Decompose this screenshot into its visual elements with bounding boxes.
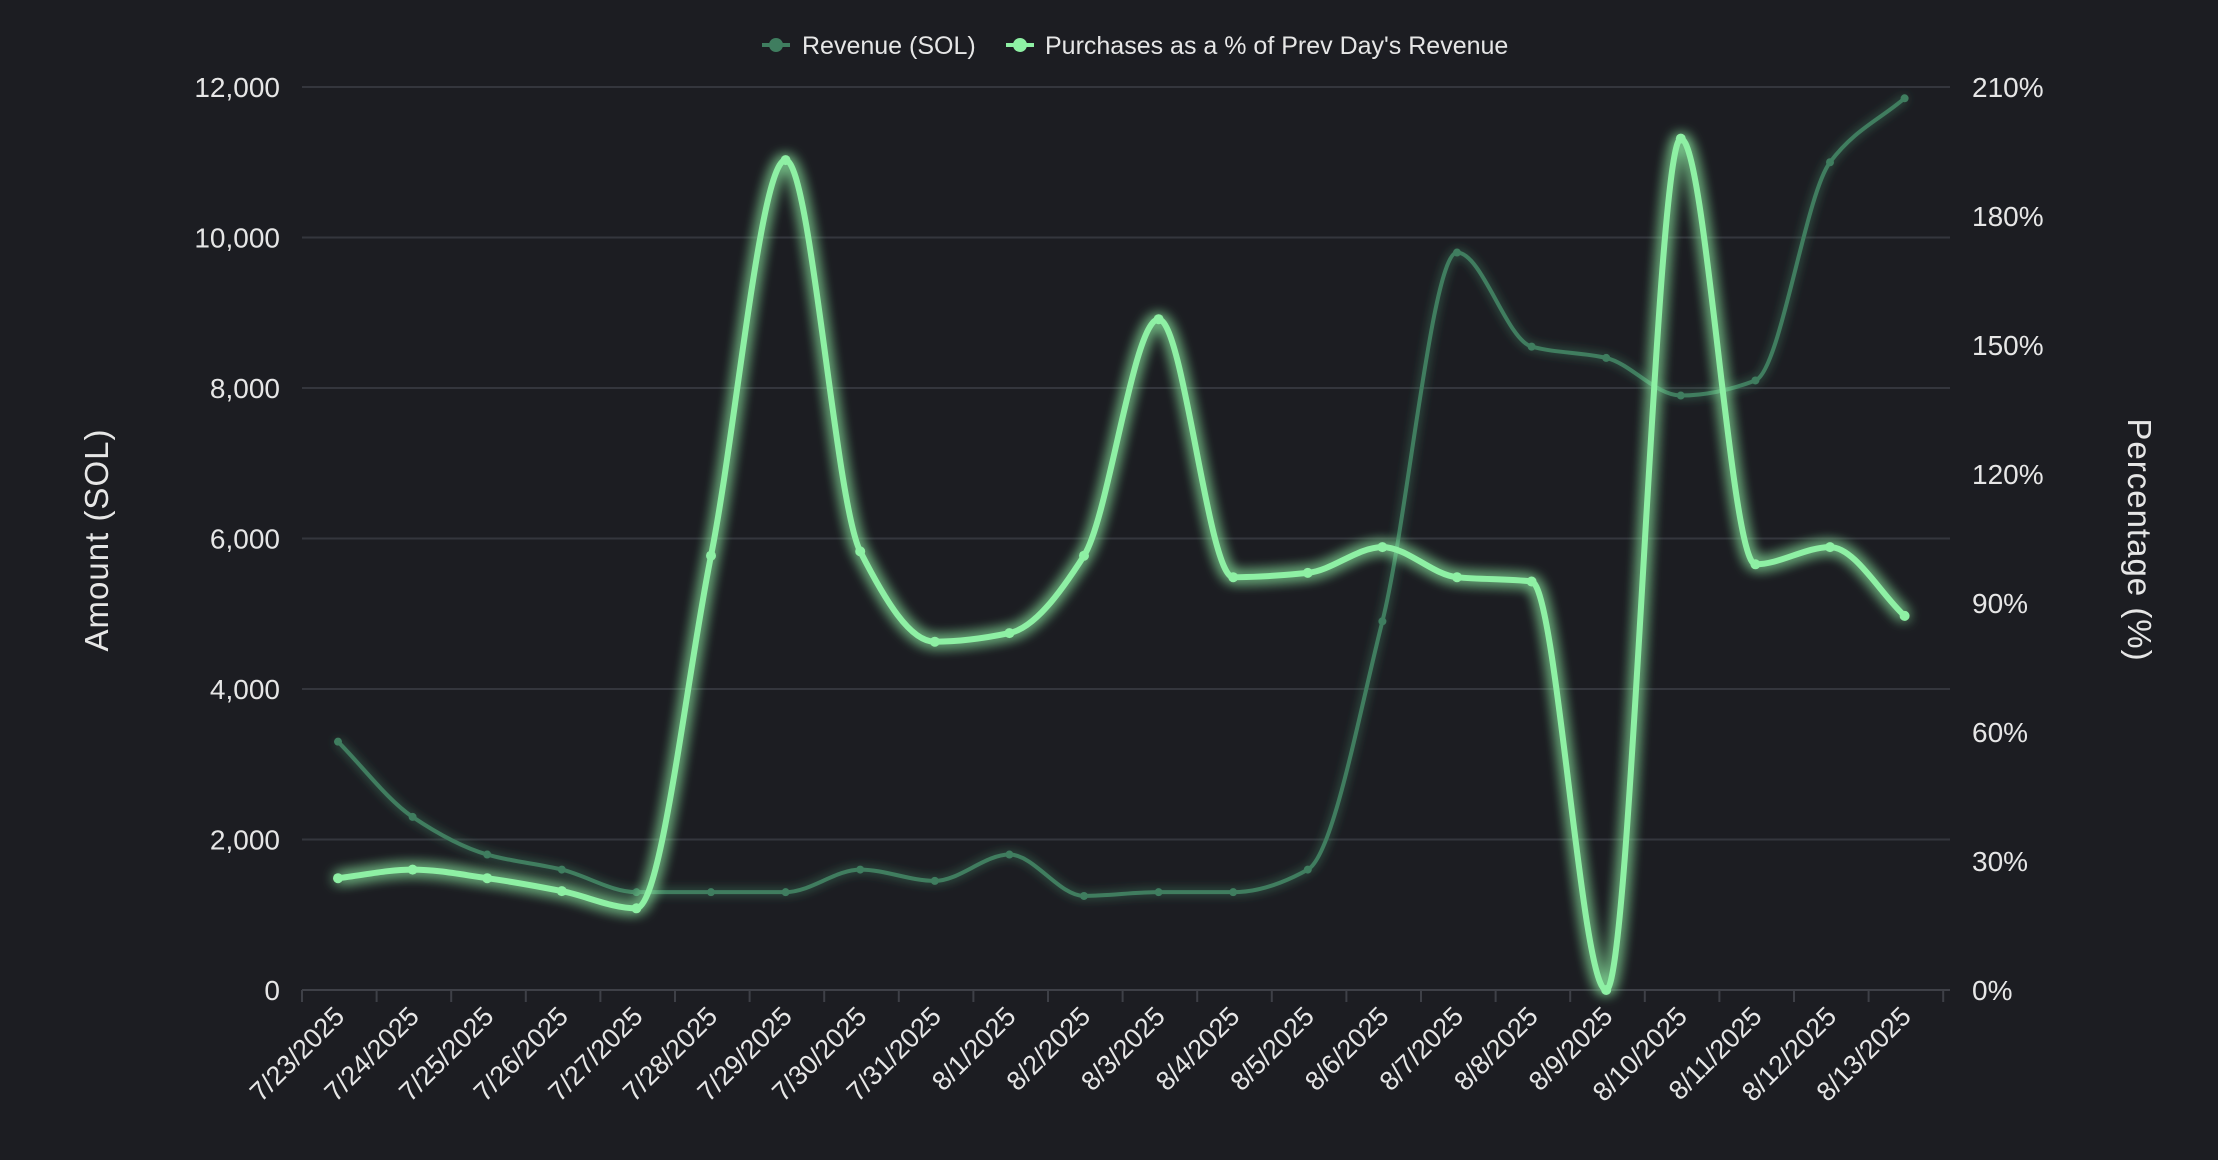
- left-tick-label: 4,000: [210, 674, 280, 705]
- legend-swatch-dot: [1013, 38, 1027, 52]
- purchases-point[interactable]: [855, 546, 866, 557]
- revenue-point[interactable]: [1602, 353, 1611, 362]
- revenue-point[interactable]: [1378, 617, 1387, 626]
- purchases-point[interactable]: [1153, 314, 1164, 325]
- legend-swatch-dot: [769, 38, 783, 52]
- revenue-point[interactable]: [707, 888, 715, 897]
- series-lines: [333, 94, 1910, 995]
- right-tick-label: 30%: [1972, 846, 2028, 877]
- right-tick-label: 210%: [1972, 72, 2044, 103]
- purchases-point[interactable]: [1228, 572, 1239, 583]
- revenue-point[interactable]: [856, 865, 865, 874]
- purchases-line: [335, 135, 1908, 993]
- left-tick-label: 6,000: [210, 524, 280, 555]
- purchases-point[interactable]: [1452, 572, 1462, 583]
- purchases-point[interactable]: [1302, 567, 1313, 578]
- revenue-point[interactable]: [1527, 342, 1536, 351]
- revenue-point[interactable]: [1453, 248, 1461, 257]
- revenue-point[interactable]: [1080, 891, 1088, 900]
- purchases-point[interactable]: [1004, 628, 1015, 639]
- purchases-point[interactable]: [407, 864, 418, 875]
- revenue-point[interactable]: [1005, 850, 1014, 859]
- purchases-point[interactable]: [780, 155, 791, 166]
- revenue-point[interactable]: [483, 850, 492, 859]
- right-tick-label: 60%: [1972, 717, 2028, 748]
- right-tick-label: 180%: [1972, 201, 2044, 232]
- right-tick-label: 90%: [1972, 588, 2028, 619]
- left-axis-title: Amount (SOL): [78, 429, 115, 652]
- purchases-point[interactable]: [333, 873, 343, 884]
- purchases-point[interactable]: [631, 903, 642, 914]
- left-tick-label: 2,000: [210, 825, 280, 856]
- legend-item-revenue[interactable]: Revenue (SOL): [762, 32, 976, 60]
- purchases-point[interactable]: [929, 636, 940, 647]
- left-tick-label: 10,000: [194, 223, 280, 254]
- revenue-point[interactable]: [781, 888, 790, 897]
- purchases-point[interactable]: [1675, 133, 1686, 144]
- purchases-point[interactable]: [1377, 542, 1388, 553]
- revenue-point[interactable]: [408, 812, 417, 821]
- purchases-line-group: [333, 133, 1910, 995]
- revenue-point[interactable]: [632, 888, 641, 897]
- revenue-point[interactable]: [334, 737, 342, 746]
- legend-item-purchases[interactable]: Purchases as a % of Prev Day's Revenue: [1006, 32, 1508, 60]
- revenue-point[interactable]: [1751, 376, 1760, 385]
- revenue-line: [336, 96, 1907, 898]
- legend[interactable]: Revenue (SOL) Purchases as a % of Prev Da…: [762, 32, 1508, 60]
- purchases-point[interactable]: [1526, 576, 1537, 587]
- grid-lines: [302, 86, 1950, 841]
- right-axis-title: Percentage (%): [2121, 418, 2158, 661]
- revenue-point[interactable]: [1676, 391, 1685, 400]
- revenue-point[interactable]: [1826, 158, 1834, 167]
- purchases-point[interactable]: [1750, 559, 1761, 570]
- revenue-point[interactable]: [1229, 888, 1238, 897]
- purchases-point[interactable]: [482, 873, 493, 884]
- revenue-point[interactable]: [1154, 888, 1163, 897]
- right-tick-label: 0%: [1972, 975, 2012, 1006]
- right-tick-label: 120%: [1972, 459, 2044, 490]
- purchases-point[interactable]: [556, 886, 567, 897]
- purchases-point[interactable]: [1601, 985, 1612, 995]
- left-tick-label: 0: [264, 975, 280, 1006]
- revenue-point[interactable]: [930, 876, 939, 885]
- purchases-point[interactable]: [1899, 610, 1910, 621]
- left-tick-label: 12,000: [194, 72, 280, 103]
- revenue-point[interactable]: [557, 865, 566, 874]
- revenue-point[interactable]: [1900, 94, 1909, 103]
- axes: 0 2,000 4,000 6,000 8,000 10,000 12,000 0% 30% 60…: [194, 72, 2043, 1107]
- purchases-point[interactable]: [1825, 542, 1835, 553]
- legend-label: Revenue (SOL): [802, 32, 976, 60]
- right-tick-label: 150%: [1972, 330, 2044, 361]
- revenue-point[interactable]: [1303, 865, 1312, 874]
- purchases-point[interactable]: [1079, 550, 1089, 561]
- left-tick-label: 8,000: [210, 373, 280, 404]
- legend-label: Purchases as a % of Prev Day's Revenue: [1045, 32, 1508, 60]
- purchases-point[interactable]: [706, 550, 716, 561]
- revenue-line-group: [334, 94, 1909, 900]
